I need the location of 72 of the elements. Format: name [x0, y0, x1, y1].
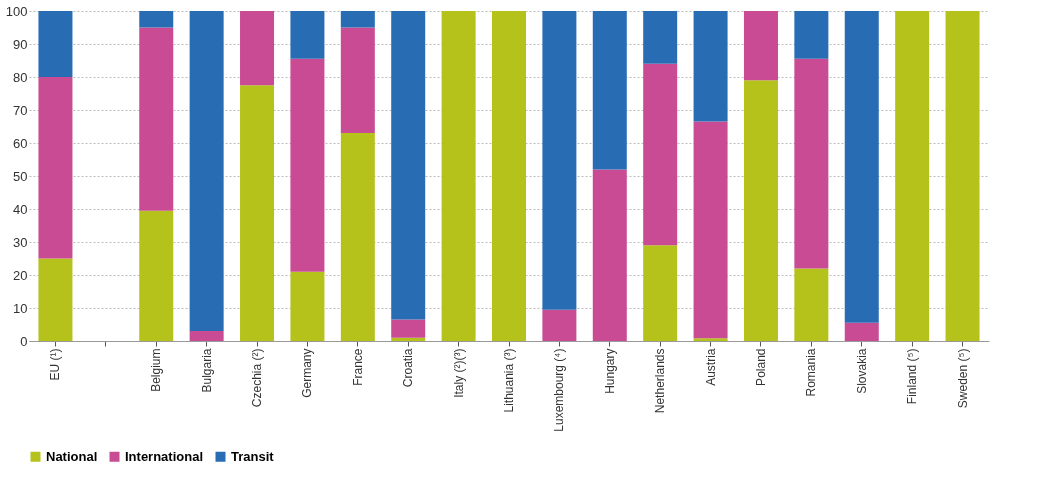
bar: [895, 11, 930, 341]
y-tick-label: 70: [13, 102, 28, 118]
y-tick-label: 80: [13, 69, 28, 85]
bar: [693, 338, 728, 341]
bar: [290, 11, 325, 59]
bar: [643, 11, 678, 64]
bar: [492, 11, 526, 341]
bar: [794, 58, 829, 269]
bar: [441, 11, 476, 341]
x-tick-label: Hungary: [602, 348, 617, 394]
x-tick-label: Austria: [703, 348, 718, 386]
x-tick-label: Germany: [300, 348, 315, 398]
bar: [290, 271, 325, 341]
bar: [643, 245, 678, 341]
bar: [189, 331, 224, 341]
x-tick-label: Slovakia: [854, 348, 869, 394]
legend-label: Transit: [231, 448, 275, 464]
y-tick-label: 10: [13, 300, 28, 316]
bar: [743, 11, 778, 81]
legend-label: International: [125, 448, 204, 464]
y-tick-label: 40: [13, 201, 28, 217]
bar: [189, 11, 224, 332]
bar: [844, 11, 879, 323]
x-tick-label: Netherlands: [653, 348, 668, 414]
bar: [139, 27, 174, 211]
bar: [391, 319, 426, 338]
x-tick-label: Romania: [804, 348, 819, 397]
bar: [340, 27, 375, 134]
bar: [290, 58, 325, 272]
bar: [139, 11, 174, 28]
bar: [139, 210, 174, 341]
bar: [542, 309, 577, 341]
x-tick-label: Belgium: [149, 348, 164, 392]
bar: [240, 11, 275, 86]
y-tick-label: 90: [13, 36, 28, 52]
bar: [693, 121, 728, 339]
bar: [240, 85, 275, 341]
bar: [844, 322, 879, 341]
x-tick-label: Sweden (⁵): [955, 348, 970, 409]
x-tick-label: Lithuania (³): [502, 348, 516, 413]
x-tick-label: Bulgaria: [199, 348, 214, 393]
x-tick-label: Italy (²)(³): [451, 348, 466, 398]
x-tick-label: Czechia (²): [250, 348, 265, 408]
x-tick-label: Finland (⁵): [905, 348, 920, 405]
bar: [340, 133, 375, 341]
bar: [391, 11, 426, 320]
bar: [794, 11, 829, 59]
y-tick-label: 20: [13, 267, 28, 283]
bar: [592, 169, 627, 341]
y-tick-label: 50: [13, 168, 28, 184]
x-tick-label: Poland: [753, 348, 768, 386]
bar: [945, 11, 980, 341]
bar: [743, 80, 778, 341]
bar: [794, 268, 829, 341]
x-tick-label: Luxembourg (⁴): [552, 348, 567, 432]
bar: [340, 11, 375, 28]
x-tick-label: EU (¹): [48, 348, 63, 381]
legend-label: National: [46, 448, 98, 464]
y-tick-label: 60: [13, 135, 28, 151]
bar: [643, 63, 678, 246]
y-tick-label: 30: [13, 234, 28, 250]
bar: [542, 11, 577, 310]
bar: [592, 11, 627, 170]
bar: [693, 11, 728, 122]
y-tick-label: 100: [5, 3, 28, 19]
x-tick-label: France: [350, 348, 365, 386]
x-tick-label: Croatia: [401, 348, 416, 388]
y-tick-label: 0: [20, 333, 28, 349]
bar: [38, 77, 73, 259]
bar: [38, 11, 73, 77]
bar: [391, 337, 426, 341]
bar: [38, 258, 73, 341]
